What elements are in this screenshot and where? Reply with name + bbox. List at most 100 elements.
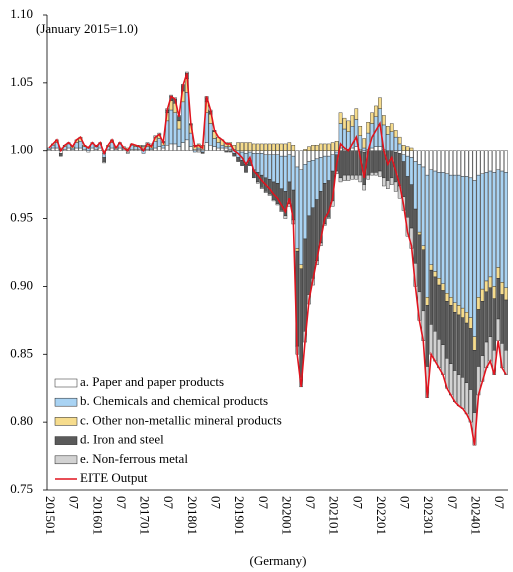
bar: [295, 248, 300, 252]
legend-label: c. Other non-metallic mineral products: [80, 412, 282, 427]
bar: [480, 173, 485, 290]
bar: [192, 149, 197, 151]
bar: [275, 203, 280, 206]
x-tick-label: 07: [67, 496, 82, 510]
bar: [102, 161, 106, 164]
annotation: (January 2015=1.0): [36, 21, 138, 36]
bar: [421, 166, 426, 246]
bar: [275, 143, 280, 151]
bar: [47, 147, 51, 150]
bar: [421, 245, 426, 250]
bar: [504, 287, 508, 301]
y-tick-label: 0.85: [10, 345, 33, 360]
bar: [220, 145, 225, 149]
bar: [291, 155, 296, 191]
bar: [259, 150, 264, 154]
bar: [224, 146, 229, 149]
bar: [492, 298, 497, 351]
bar: [58, 153, 63, 157]
bar: [374, 146, 378, 151]
x-tick-label: 201801: [185, 496, 200, 535]
legend-swatch: [54, 397, 78, 407]
bar: [137, 149, 142, 151]
bar: [449, 297, 453, 306]
bar: [484, 341, 489, 369]
bar: [374, 105, 378, 117]
bar: [279, 143, 284, 151]
bar: [185, 92, 189, 141]
bar: [437, 339, 441, 369]
bar: [492, 286, 497, 299]
bar: [311, 207, 315, 279]
bar: [271, 143, 276, 151]
bar: [153, 141, 158, 149]
bar: [464, 382, 469, 415]
bar: [480, 288, 485, 302]
bar: [326, 217, 331, 219]
bar: [177, 120, 181, 130]
bar: [189, 132, 193, 147]
bar: [346, 150, 351, 176]
bar: [82, 146, 87, 150]
bar: [441, 344, 445, 375]
bar: [425, 174, 430, 298]
bar: [70, 147, 75, 150]
bar: [295, 166, 300, 249]
bar: [338, 177, 343, 183]
bar: [496, 169, 500, 268]
bar: [62, 149, 67, 151]
bar: [437, 172, 441, 279]
bar: [252, 143, 256, 151]
bar: [208, 145, 213, 151]
bar: [417, 231, 422, 236]
bar: [449, 174, 453, 298]
bar: [488, 336, 493, 362]
bar: [228, 149, 233, 151]
bar: [224, 150, 229, 153]
bar: [185, 71, 189, 74]
bar: [173, 143, 177, 151]
bar: [181, 142, 185, 151]
bar: [433, 271, 437, 278]
bar: [484, 150, 489, 173]
bar: [362, 138, 366, 149]
legend-swatch: [54, 436, 78, 445]
bar: [78, 141, 83, 149]
x-tick-label: 07: [303, 496, 318, 510]
bar: [177, 146, 181, 151]
bar: [330, 154, 335, 172]
bar: [370, 112, 374, 124]
bar: [401, 145, 406, 151]
bar: [429, 264, 433, 271]
bar: [315, 150, 319, 160]
bar: [425, 305, 430, 367]
bar: [472, 150, 477, 181]
bar: [322, 150, 327, 157]
bar: [393, 130, 398, 138]
bar: [303, 149, 307, 151]
bar: [433, 170, 437, 272]
bar: [82, 149, 87, 151]
bar: [421, 150, 426, 168]
bar: [429, 169, 433, 265]
bar: [437, 150, 441, 173]
bar: [185, 139, 189, 151]
bar: [228, 150, 233, 153]
bar: [452, 150, 457, 176]
bar: [240, 150, 244, 153]
bar: [267, 193, 272, 196]
legend-label: EITE Output: [80, 470, 148, 485]
x-tick-label: 07: [208, 496, 223, 510]
bar: [259, 143, 264, 151]
bar: [441, 283, 445, 291]
bar: [70, 149, 75, 151]
bar: [208, 123, 213, 146]
bar: [358, 174, 363, 183]
bar: [409, 150, 414, 158]
bar: [476, 297, 481, 310]
bar: [133, 146, 138, 150]
bar: [488, 276, 493, 288]
bar: [275, 154, 280, 184]
bar: [220, 147, 225, 151]
bar: [98, 147, 103, 151]
